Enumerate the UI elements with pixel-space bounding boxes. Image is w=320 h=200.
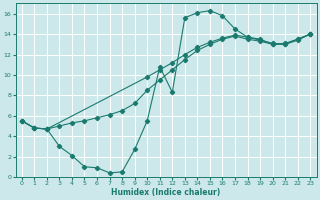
X-axis label: Humidex (Indice chaleur): Humidex (Indice chaleur) [111, 188, 221, 197]
